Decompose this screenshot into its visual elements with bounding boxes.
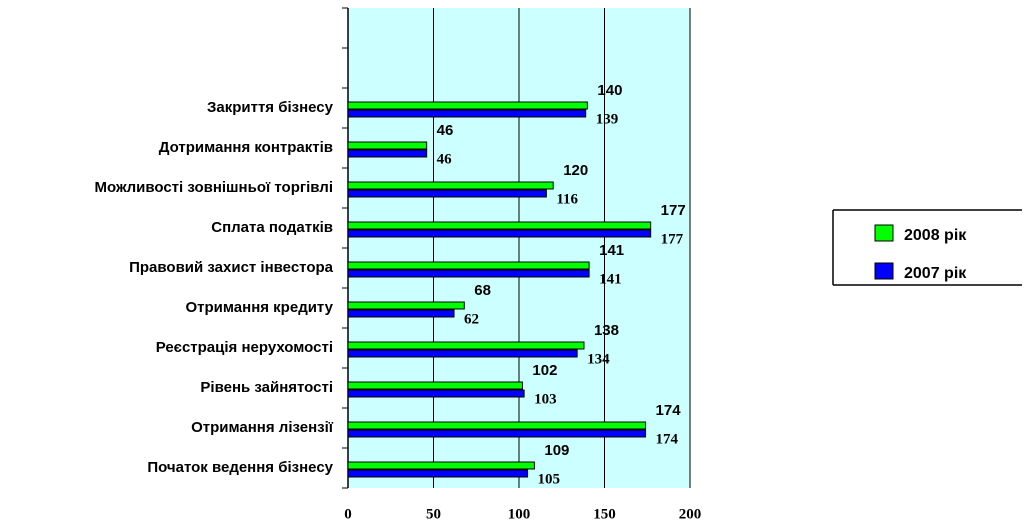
data-label: 139	[596, 111, 619, 127]
bar	[347, 221, 652, 230]
bar	[347, 349, 578, 358]
category-label: Початок ведення бізнесу	[147, 459, 333, 476]
category-label: Отримання лізензії	[191, 419, 334, 436]
data-label: 120	[563, 162, 588, 179]
data-label: 105	[538, 471, 561, 487]
bar	[347, 141, 428, 150]
bar	[347, 301, 465, 310]
category-label: Закриття бізнесу	[207, 99, 334, 116]
x-tick-label: 200	[679, 506, 702, 522]
bar	[347, 269, 590, 278]
category-label: Реєстрація нерухомості	[156, 339, 333, 356]
bar	[347, 389, 525, 398]
bar	[347, 261, 590, 270]
legend-swatch	[874, 224, 894, 242]
x-tick-label: 50	[426, 506, 441, 522]
bar	[347, 469, 529, 478]
legend-label: 2008 рік	[904, 227, 967, 244]
x-tick-label: 150	[593, 506, 616, 522]
legend-swatch	[874, 262, 894, 280]
data-label: 177	[661, 231, 684, 247]
bar	[347, 181, 554, 190]
data-label: 46	[437, 151, 453, 167]
legend-label: 2007 рік	[904, 265, 967, 282]
bar	[347, 381, 523, 390]
bar	[347, 421, 647, 430]
bar	[347, 229, 652, 238]
category-label: Отримання кредиту	[186, 299, 334, 316]
x-tick-label: 0	[344, 506, 352, 522]
data-label: 103	[534, 391, 557, 407]
data-label: 102	[532, 362, 557, 379]
data-label: 62	[464, 311, 479, 327]
category-label: Рівень зайнятості	[200, 379, 333, 396]
data-label: 174	[656, 431, 679, 447]
data-label: 174	[656, 402, 682, 419]
category-label: Сплата податків	[211, 219, 333, 236]
data-label: 138	[594, 322, 619, 339]
bar	[347, 149, 428, 158]
bar	[347, 461, 535, 470]
data-label: 68	[474, 282, 491, 299]
category-label: Можливості зовнішньої торгівлі	[95, 179, 334, 196]
bar	[347, 189, 547, 198]
category-label: Дотримання контрактів	[159, 139, 333, 156]
bar	[347, 101, 588, 110]
data-label: 177	[661, 202, 686, 219]
bar	[347, 109, 587, 118]
bar	[347, 341, 585, 350]
bar	[347, 309, 455, 318]
data-label: 141	[599, 242, 624, 259]
data-label: 134	[587, 351, 610, 367]
category-label: Правовий захист інвестора	[129, 259, 334, 276]
bar	[347, 429, 647, 438]
data-label: 140	[597, 82, 622, 99]
data-label: 141	[599, 271, 622, 287]
x-tick-label: 100	[508, 506, 531, 522]
legend: 2008 рік 2007 рік	[832, 209, 1022, 286]
data-label: 109	[544, 442, 569, 459]
data-label: 46	[437, 122, 454, 139]
data-label: 116	[556, 191, 578, 207]
